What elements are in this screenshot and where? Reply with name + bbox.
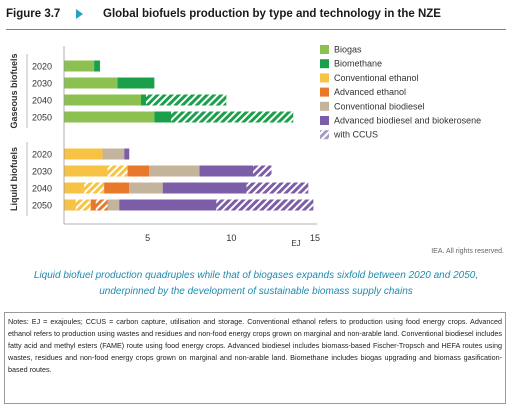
year-label: 2050	[32, 201, 52, 211]
bar-segment	[94, 60, 100, 72]
legend-label: Biomethane	[334, 59, 382, 69]
bar-segment	[162, 182, 309, 194]
legend-swatch	[320, 59, 329, 69]
x-tick-label: 5	[145, 233, 150, 243]
credit-text: IEA. All rights reserved.	[431, 248, 504, 255]
legend-label: Conventional biodiesel	[334, 101, 425, 111]
biofuels-chart: Gaseous biofuels 2020 2030 2040 2050 Liquid b…	[9, 45, 481, 249]
bar-segment	[199, 165, 272, 177]
figure-label: Figure 3.7	[6, 8, 61, 20]
year-label: 2050	[32, 113, 52, 123]
legend-label: Advanced ethanol	[334, 87, 406, 97]
notes-box	[4, 312, 506, 404]
legend-label: Biogas	[334, 45, 362, 55]
ccus-hatch-segment	[95, 199, 108, 211]
legend-label: with CCUS	[333, 130, 378, 140]
figure-notes: Notes: EJ = exajoules; CCUS = carbon cap…	[8, 317, 502, 374]
legend-swatch	[320, 87, 329, 97]
ccus-hatch-segment	[107, 165, 128, 177]
bar-segment	[102, 148, 125, 160]
bar-segment	[64, 60, 95, 72]
bar-segment	[64, 148, 103, 160]
bar-segment	[149, 165, 200, 177]
legend-swatch	[320, 73, 329, 83]
group-label: Gaseous biofuels	[9, 53, 19, 128]
bar-segment	[129, 182, 163, 194]
ccus-hatch-segment	[171, 111, 294, 123]
year-label: 2030	[32, 167, 52, 177]
legend-swatch	[320, 101, 329, 111]
ccus-hatch-segment	[145, 94, 227, 106]
x-tick-label: 10	[226, 233, 236, 243]
legend-label: Conventional ethanol	[334, 73, 419, 83]
legend-label: Advanced biodiesel and biokerosene	[334, 116, 481, 126]
ccus-hatch-segment	[253, 165, 272, 177]
year-label: 2020	[32, 150, 52, 160]
bar-segment	[64, 111, 155, 123]
figure-header: Figure 3.7 Global biofuels production by…	[0, 0, 512, 32]
year-label: 2030	[32, 79, 52, 89]
bar-segment	[117, 77, 155, 89]
group-label: Liquid biofuels	[9, 147, 19, 211]
ccus-hatch-segment	[246, 182, 309, 194]
play-arrow-icon	[76, 9, 83, 19]
bar-segment	[64, 77, 118, 89]
year-label: 2020	[32, 62, 52, 72]
ccus-hatch-segment	[216, 199, 314, 211]
bar-segment	[64, 94, 141, 106]
year-label: 2040	[32, 96, 52, 106]
bar-segment	[127, 165, 150, 177]
header-rule	[6, 29, 506, 30]
legend-swatch-ccus	[320, 130, 329, 140]
bar-segment	[107, 199, 120, 211]
ccus-hatch-segment	[75, 199, 91, 211]
figure-caption: Liquid biofuel production quadruples whi…	[33, 270, 479, 297]
bar-segment	[64, 165, 128, 177]
x-tick-label: 15	[310, 233, 320, 243]
year-label: 2040	[32, 184, 52, 194]
legend-swatch	[320, 116, 329, 125]
unit-label: EJ	[291, 239, 300, 248]
bar-segment	[104, 182, 130, 194]
bar-segment	[124, 148, 130, 160]
legend-swatch	[320, 45, 329, 54]
ccus-hatch-segment	[84, 182, 105, 194]
figure-title: Global biofuels production by type and t…	[103, 8, 441, 20]
